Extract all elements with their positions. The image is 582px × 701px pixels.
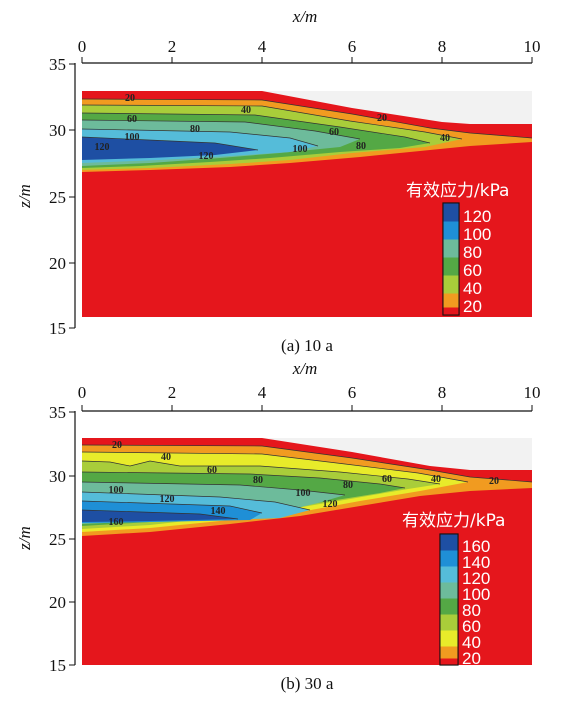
legend-swatch [443, 275, 459, 294]
legend-level: 40 [462, 633, 481, 652]
panel-a: 0 2 4 6 8 10 x/m 35 30 25 20 15 z/m [15, 7, 541, 355]
legend-level: 60 [462, 617, 481, 636]
y-tick-label: 25 [49, 530, 66, 549]
contour-label: 100 [293, 144, 308, 155]
contour-label: 80 [356, 141, 366, 152]
x-tick-label: 8 [438, 383, 447, 402]
contour-label: 80 [190, 124, 200, 135]
legend-level: 80 [463, 243, 482, 262]
x-tick-label: 0 [78, 383, 87, 402]
y-tick-label: 35 [49, 55, 66, 74]
legend-swatch [440, 582, 458, 599]
contour-label: 60 [382, 474, 392, 485]
contour-label: 160 [109, 517, 124, 528]
x-tick-label: 8 [438, 37, 447, 56]
legend-swatch [440, 598, 458, 615]
legend-swatch [440, 658, 458, 665]
legend-swatch [443, 203, 459, 222]
legend-swatch [440, 534, 458, 551]
x-tick-label: 0 [78, 37, 87, 56]
legend-swatch [443, 221, 459, 240]
legend-swatch [443, 239, 459, 258]
panel-b: 0 2 4 6 8 10 x/m 35 30 25 20 15 z/m [15, 359, 541, 693]
contour-label: 20 [377, 113, 387, 124]
contour-lines [81, 444, 533, 520]
contour-band-180 [82, 510, 238, 522]
y-tick-label: 25 [49, 188, 66, 207]
contour-band-140 [82, 137, 258, 160]
legend-level: 140 [462, 553, 490, 572]
y-tick-label: 15 [49, 656, 66, 675]
legend-title: 有效应力/kPa [406, 181, 509, 201]
contour-label: 60 [127, 114, 137, 125]
contour-label: 60 [329, 127, 339, 138]
x-tick-label: 6 [348, 37, 357, 56]
y-axis-title: z/m [15, 184, 34, 209]
contour-label: 20 [489, 476, 499, 487]
contour-label: 100 [109, 485, 124, 496]
x-tick-label: 2 [168, 37, 177, 56]
y-tick-label: 30 [49, 121, 66, 140]
legend-level: 100 [462, 585, 490, 604]
contour-label: 20 [125, 93, 135, 104]
panel-caption: (a) 10 a [281, 336, 333, 355]
legend-swatch [440, 630, 458, 647]
legend-swatch [440, 550, 458, 567]
contour-label: 40 [241, 105, 251, 116]
legend-level: 20 [463, 297, 482, 316]
y-axis-title: z/m [15, 526, 34, 551]
legend-level: 120 [462, 569, 490, 588]
y-tick-label: 35 [49, 403, 66, 422]
contour-label: 20 [112, 440, 122, 451]
y-tick-label: 20 [49, 593, 66, 612]
contour-label: 120 [95, 142, 110, 153]
legend-title: 有效应力/kPa [402, 511, 505, 531]
legend-swatch [440, 646, 458, 659]
contour-label: 120 [323, 499, 338, 510]
contour-label: 40 [440, 133, 450, 144]
x-tick-label: 4 [258, 383, 267, 402]
legend-level: 100 [463, 225, 491, 244]
contour-label: 80 [253, 475, 263, 486]
panel-caption: (b) 30 a [281, 674, 334, 693]
y-tick-label: 30 [49, 467, 66, 486]
contour-label: 80 [343, 480, 353, 491]
contour-label: 120 [199, 151, 214, 162]
contour-label: 40 [161, 452, 171, 463]
legend-swatch [443, 307, 459, 315]
legend-level: 160 [462, 537, 490, 556]
x-axis-title: x/m [292, 359, 318, 378]
legend-level: 60 [463, 261, 482, 280]
legend-swatch [443, 293, 459, 308]
contour-label: 100 [125, 132, 140, 143]
legend-swatch [443, 257, 459, 276]
x-axis-title: x/m [292, 7, 318, 26]
legend-level: 40 [463, 279, 482, 298]
x-tick-label: 6 [348, 383, 357, 402]
x-tick-label: 2 [168, 383, 177, 402]
legend-level: 80 [462, 601, 481, 620]
contour-label: 120 [160, 494, 175, 505]
legend-level: 20 [462, 649, 481, 668]
contour-label: 40 [431, 474, 441, 485]
legend-level: 120 [463, 207, 491, 226]
y-tick-label: 15 [49, 319, 66, 338]
x-tick-label: 10 [524, 37, 541, 56]
contour-lines [81, 98, 533, 151]
legend-swatch [440, 614, 458, 631]
x-tick-label: 4 [258, 37, 267, 56]
contour-label: 100 [296, 488, 311, 499]
legend-swatch [440, 566, 458, 583]
contour-label: 60 [207, 465, 217, 476]
contour-label: 140 [211, 506, 226, 517]
y-tick-label: 20 [49, 254, 66, 273]
x-tick-label: 10 [524, 383, 541, 402]
